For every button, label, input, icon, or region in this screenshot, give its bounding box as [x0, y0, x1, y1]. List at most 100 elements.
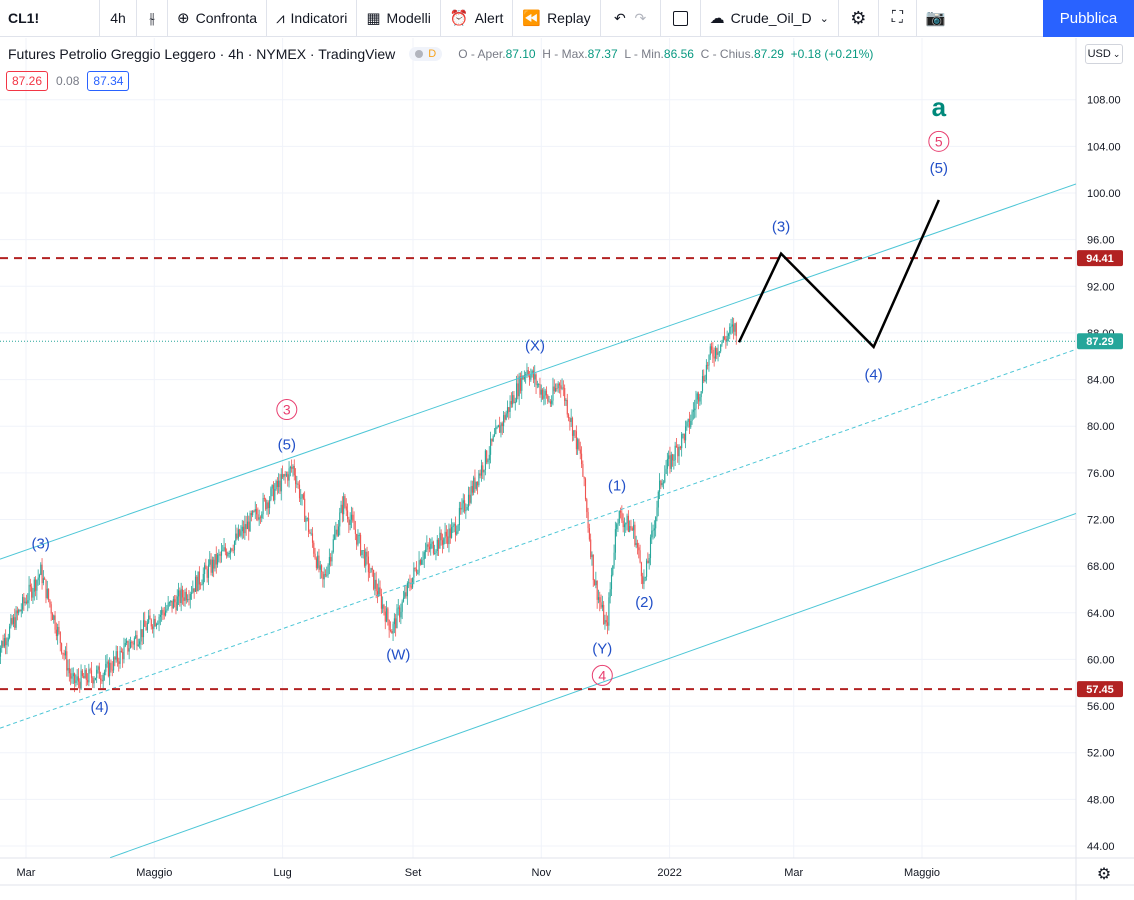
candle-down: [627, 515, 629, 532]
settings-button[interactable]: ⚙: [839, 0, 879, 37]
candle-up: [165, 610, 167, 616]
candle-up: [339, 512, 341, 527]
candle-up: [18, 609, 20, 614]
candle-up: [27, 600, 29, 604]
candle-up: [467, 494, 470, 507]
candle-down: [568, 414, 570, 419]
candle-down: [19, 609, 21, 612]
y-tick-label: 104.00: [1087, 141, 1121, 153]
candle-up: [552, 386, 554, 401]
wave-label[interactable]: 5: [935, 133, 943, 149]
wave-label[interactable]: (5): [930, 160, 948, 177]
candle-down: [517, 383, 519, 397]
templates-button[interactable]: ▦ Modelli: [357, 0, 441, 37]
candle-up: [106, 661, 108, 664]
undo-icon[interactable]: ↶: [614, 9, 626, 26]
candle-down: [347, 510, 349, 520]
channel-line[interactable]: [109, 513, 1076, 858]
candle-down: [499, 425, 501, 433]
candle-up: [544, 390, 546, 396]
candle-down: [592, 554, 594, 581]
projection-path[interactable]: [737, 199, 940, 350]
redo-icon[interactable]: ↷: [634, 9, 647, 26]
wave-label[interactable]: (3): [32, 536, 50, 553]
candle-up: [536, 384, 538, 386]
candle-up: [94, 677, 96, 680]
candle-down: [122, 651, 124, 660]
candle-up: [197, 571, 199, 592]
candle-up: [266, 502, 268, 510]
sell-price-button[interactable]: 87.26: [6, 71, 49, 91]
candle-up: [721, 341, 723, 345]
wave-label[interactable]: (Y): [592, 641, 612, 658]
candle-down: [322, 571, 324, 580]
wave-label[interactable]: (W): [386, 646, 410, 663]
channel-midline[interactable]: [0, 348, 1076, 729]
snapshot-button[interactable]: 📷: [917, 0, 955, 37]
candle-down: [81, 670, 83, 676]
candle-down: [590, 539, 592, 558]
candle-up: [9, 626, 11, 638]
candle-up: [227, 553, 229, 557]
candle-up: [613, 552, 615, 566]
legend-title[interactable]: Futures Petrolio Greggio Leggero · 4h · …: [8, 46, 396, 62]
candle-down: [200, 584, 202, 586]
buy-price-button[interactable]: 87.34: [87, 71, 130, 91]
candle-up: [6, 641, 8, 646]
channel-line[interactable]: [0, 183, 1076, 560]
candle-up: [694, 408, 696, 411]
wave-label[interactable]: 4: [598, 667, 606, 683]
candle-up: [38, 574, 41, 578]
candle-up: [296, 483, 298, 485]
wave-label[interactable]: (4): [90, 699, 108, 716]
candle-down: [566, 399, 568, 415]
interval-button[interactable]: 4h: [100, 0, 137, 37]
candle-up: [475, 481, 477, 489]
wave-label[interactable]: (X): [525, 337, 545, 354]
candle-down: [460, 507, 462, 510]
candle-down: [363, 550, 366, 566]
candle-down: [136, 635, 138, 647]
candle-up: [362, 550, 364, 552]
layout-button[interactable]: ☁ Crude_Oil_D ⌄: [701, 0, 839, 37]
wave-label[interactable]: a: [932, 92, 947, 122]
wave-label[interactable]: (2): [635, 594, 653, 611]
indicators-button[interactable]: ⩘ Indicatori: [267, 0, 358, 37]
wave-label[interactable]: 3: [283, 402, 291, 418]
market-status-badge[interactable]: D: [409, 47, 443, 61]
wave-label[interactable]: (4): [864, 367, 882, 384]
candle-down: [703, 376, 705, 382]
candle-up: [76, 676, 78, 681]
candle-up: [283, 474, 285, 478]
currency-selector[interactable]: USD ⌄: [1085, 44, 1123, 64]
candle-up: [651, 530, 653, 538]
symbol-search[interactable]: CL1!: [0, 0, 100, 37]
alert-button[interactable]: ⏰ Alert: [441, 0, 514, 37]
candle-up: [668, 455, 670, 459]
gear-icon[interactable]: ⚙: [1097, 864, 1111, 883]
bar-style-button[interactable]: ⫳: [137, 0, 168, 37]
fullscreen-button[interactable]: ⛶: [879, 0, 917, 37]
candle-down: [688, 418, 691, 428]
publish-button[interactable]: Pubblica: [1043, 0, 1134, 37]
wave-label[interactable]: (1): [608, 477, 626, 494]
fullscreen-layout-button[interactable]: [661, 0, 701, 37]
replay-button[interactable]: ⏪ Replay: [513, 0, 601, 37]
candle-up: [343, 496, 345, 515]
candle-down: [599, 597, 601, 603]
candle-up: [734, 323, 736, 332]
indicators-icon: ⩘: [276, 9, 285, 27]
wave-label[interactable]: (3): [772, 218, 790, 235]
candle-down: [387, 608, 389, 621]
candle-up: [573, 430, 575, 436]
wave-label[interactable]: (5): [278, 437, 296, 454]
compare-button[interactable]: ⊕ Confronta: [168, 0, 268, 37]
candle-up: [109, 662, 111, 677]
candle-up: [161, 609, 163, 615]
candle-up: [209, 559, 211, 565]
candle-down: [265, 498, 267, 510]
candle-up: [220, 550, 223, 556]
candle-up: [662, 482, 665, 484]
candle-up: [500, 423, 502, 433]
